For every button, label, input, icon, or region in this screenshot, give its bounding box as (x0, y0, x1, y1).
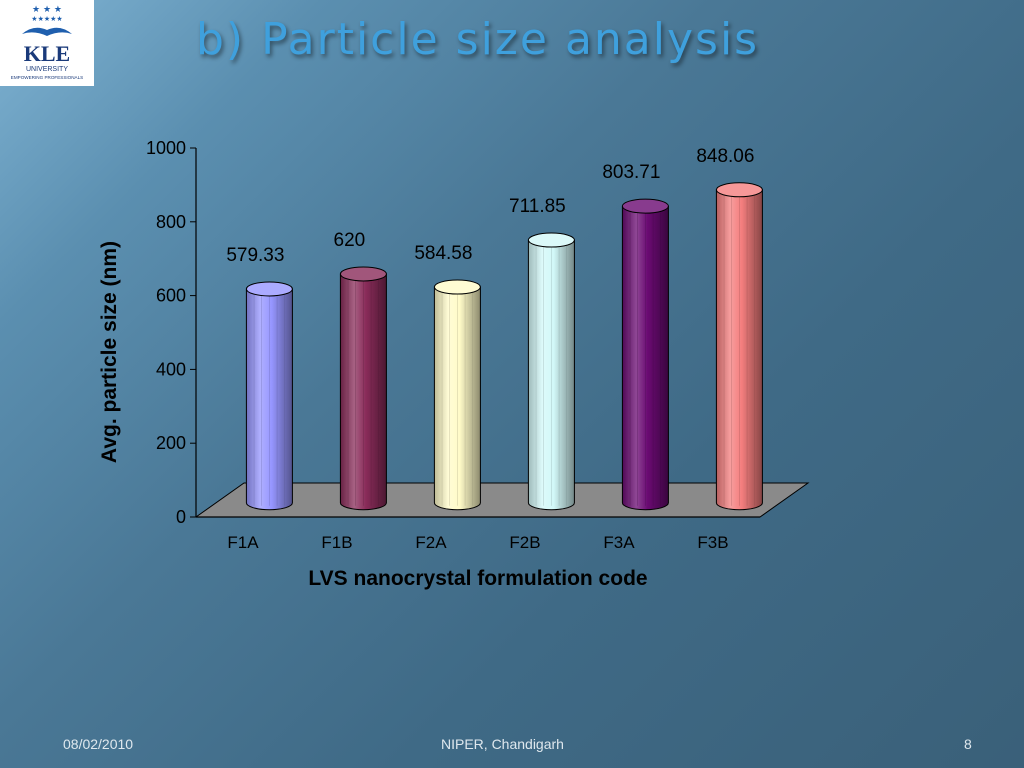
y-tick-label: 0 (176, 507, 186, 527)
y-axis-title: Avg. particle size (nm) (98, 241, 121, 463)
data-label-F2B: 711.85 (509, 196, 566, 217)
y-tick-label: 600 (156, 286, 186, 306)
bar-top (715, 182, 763, 198)
x-tick-label-F1A: F1A (227, 533, 259, 552)
svg-text:★ ★ ★: ★ ★ ★ (32, 5, 62, 15)
data-label-F1A: 579.33 (226, 245, 284, 266)
svg-text:★★★★★: ★★★★★ (31, 15, 62, 23)
y-tick-label: 1000 (146, 138, 186, 158)
x-tick-label-F2A: F2A (415, 533, 447, 552)
slide-title: b) Particle size analysis (196, 14, 760, 65)
data-label-F1B: 620 (334, 230, 366, 251)
x-tick-label-F2B: F2B (509, 533, 540, 552)
x-axis-title: LVS nanocrystal formulation code (308, 567, 647, 590)
university-logo: ★ ★ ★ ★★★★★ KLE UNIVERSITY EMPOWERING PR… (0, 0, 94, 86)
bar-F1A (245, 281, 293, 511)
y-tick-label: 800 (156, 212, 186, 232)
bar-top (621, 198, 669, 214)
y-tick-label: 400 (156, 359, 186, 379)
bar-F1B (339, 266, 387, 511)
bar-top (527, 232, 575, 248)
stars-icon: ★ ★ ★ ★★★★★ (31, 5, 62, 23)
bar-F2A (433, 279, 481, 511)
bar-top (339, 266, 387, 282)
bar-F3A (621, 198, 669, 511)
footer-date: 08/02/2010 (63, 736, 134, 752)
data-label-F3A: 803.71 (602, 162, 660, 183)
x-tick-label-F1B: F1B (321, 533, 352, 552)
x-tick-label-F3B: F3B (697, 533, 728, 552)
bar-top (433, 279, 481, 295)
bar-F2B (527, 232, 575, 511)
data-label-F3B: 848.06 (696, 146, 754, 167)
svg-text:EMPOWERING PROFESSIONALS: EMPOWERING PROFESSIONALS (11, 75, 84, 80)
bar-top (245, 281, 293, 297)
bar-F3B (715, 182, 763, 511)
footer-center: NIPER, Chandigarh (441, 736, 564, 752)
svg-text:KLE: KLE (24, 41, 70, 66)
svg-text:UNIVERSITY: UNIVERSITY (26, 66, 68, 73)
x-tick-label-F3A: F3A (603, 533, 635, 552)
y-tick-label: 200 (156, 433, 186, 453)
hands-icon (22, 27, 72, 36)
page-number: 8 (964, 736, 972, 752)
data-label-F2A: 584.58 (414, 243, 472, 264)
